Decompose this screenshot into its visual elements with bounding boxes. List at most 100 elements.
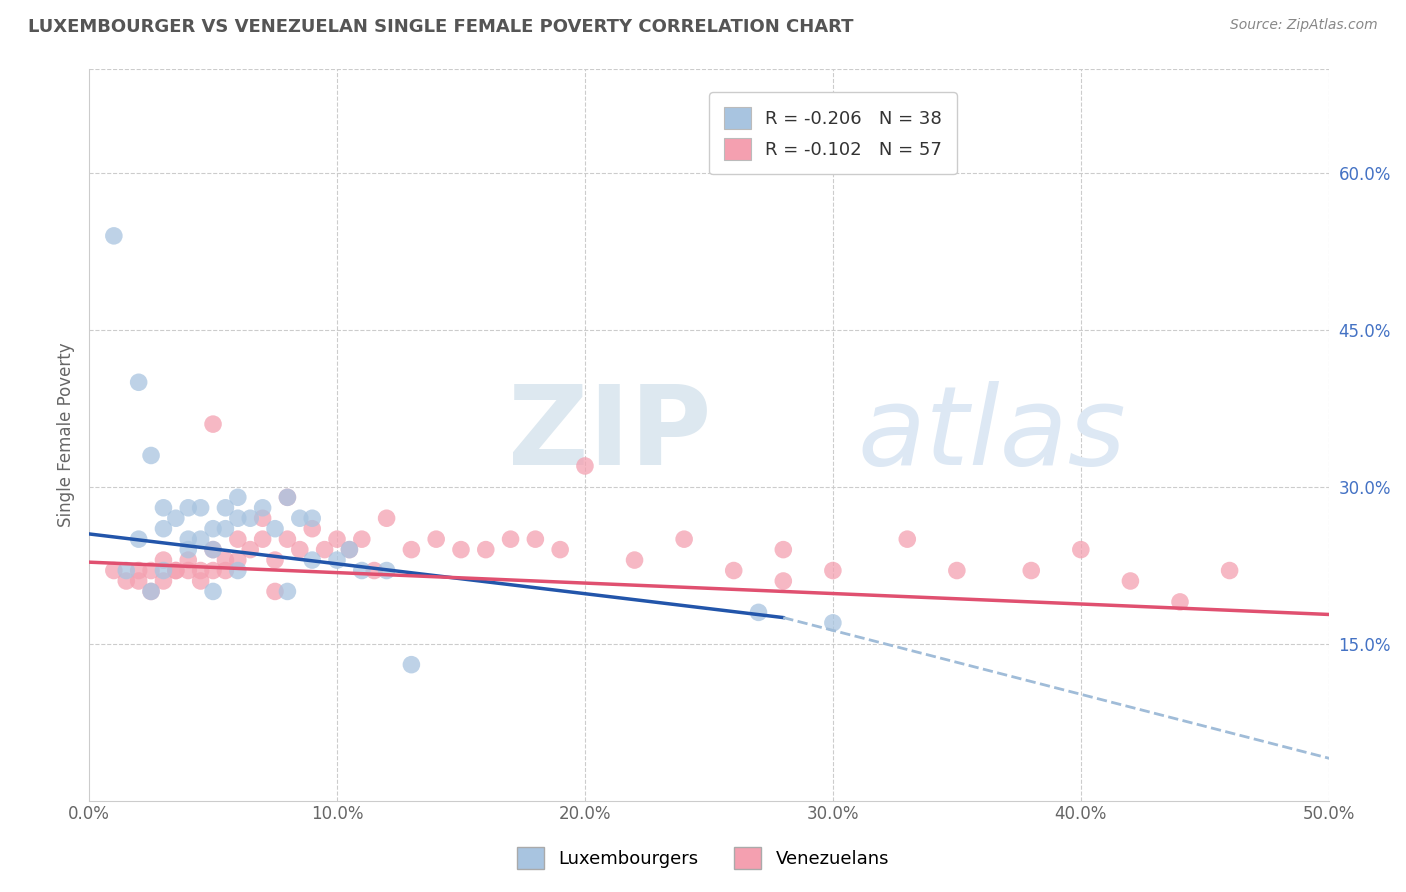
Point [1019, 564, 1042, 578]
Point [139, 564, 162, 578]
Point [350, 532, 373, 546]
Point [301, 553, 323, 567]
Text: LUXEMBOURGER VS VENEZUELAN SINGLE FEMALE POVERTY CORRELATION CHART: LUXEMBOURGER VS VENEZUELAN SINGLE FEMALE… [28, 18, 853, 36]
Point [499, 532, 522, 546]
Point [115, 564, 138, 578]
Point [264, 553, 287, 567]
Point [252, 500, 274, 515]
Legend: Luxembourgers, Venezuelans: Luxembourgers, Venezuelans [508, 838, 898, 879]
Point [190, 564, 212, 578]
Y-axis label: Single Female Poverty: Single Female Poverty [58, 343, 75, 527]
Point [264, 584, 287, 599]
Point [276, 491, 298, 505]
Point [425, 532, 447, 546]
Point [177, 542, 200, 557]
Point [896, 532, 918, 546]
Point [314, 542, 336, 557]
Text: ZIP: ZIP [508, 381, 711, 488]
Point [190, 532, 212, 546]
Point [165, 511, 187, 525]
Text: atlas: atlas [858, 381, 1126, 488]
Point [1070, 542, 1092, 557]
Point [339, 542, 361, 557]
Point [103, 228, 125, 243]
Point [152, 564, 174, 578]
Point [226, 532, 249, 546]
Point [772, 542, 794, 557]
Point [821, 615, 844, 630]
Point [214, 500, 236, 515]
Point [276, 532, 298, 546]
Point [165, 564, 187, 578]
Point [363, 564, 385, 578]
Point [276, 491, 298, 505]
Point [152, 500, 174, 515]
Point [115, 574, 138, 588]
Point [177, 564, 200, 578]
Point [252, 511, 274, 525]
Point [401, 657, 423, 672]
Point [202, 564, 225, 578]
Point [821, 564, 844, 578]
Point [152, 574, 174, 588]
Point [288, 542, 311, 557]
Point [339, 542, 361, 557]
Point [190, 500, 212, 515]
Text: Source: ZipAtlas.com: Source: ZipAtlas.com [1230, 18, 1378, 32]
Point [139, 584, 162, 599]
Point [401, 542, 423, 557]
Point [326, 532, 349, 546]
Point [214, 553, 236, 567]
Point [190, 574, 212, 588]
Point [202, 584, 225, 599]
Point [548, 542, 571, 557]
Point [202, 542, 225, 557]
Point [326, 553, 349, 567]
Point [475, 542, 498, 557]
Legend: R = -0.206   N = 38, R = -0.102   N = 57: R = -0.206 N = 38, R = -0.102 N = 57 [709, 92, 956, 174]
Point [623, 553, 645, 567]
Point [264, 522, 287, 536]
Point [226, 553, 249, 567]
Point [946, 564, 969, 578]
Point [128, 532, 150, 546]
Point [1168, 595, 1191, 609]
Point [723, 564, 745, 578]
Point [450, 542, 472, 557]
Point [152, 522, 174, 536]
Point [177, 553, 200, 567]
Point [772, 574, 794, 588]
Point [524, 532, 547, 546]
Point [375, 511, 398, 525]
Point [177, 500, 200, 515]
Point [747, 606, 769, 620]
Point [214, 564, 236, 578]
Point [673, 532, 696, 546]
Point [128, 564, 150, 578]
Point [288, 511, 311, 525]
Point [152, 553, 174, 567]
Point [276, 584, 298, 599]
Point [177, 532, 200, 546]
Point [301, 522, 323, 536]
Point [350, 564, 373, 578]
Point [103, 564, 125, 578]
Point [202, 542, 225, 557]
Point [375, 564, 398, 578]
Point [252, 532, 274, 546]
Point [239, 511, 262, 525]
Point [214, 522, 236, 536]
Point [202, 417, 225, 431]
Point [239, 542, 262, 557]
Point [1219, 564, 1241, 578]
Point [226, 511, 249, 525]
Point [128, 376, 150, 390]
Point [1119, 574, 1142, 588]
Point [574, 458, 596, 473]
Point [139, 584, 162, 599]
Point [301, 511, 323, 525]
Point [202, 522, 225, 536]
Point [128, 574, 150, 588]
Point [139, 449, 162, 463]
Point [226, 564, 249, 578]
